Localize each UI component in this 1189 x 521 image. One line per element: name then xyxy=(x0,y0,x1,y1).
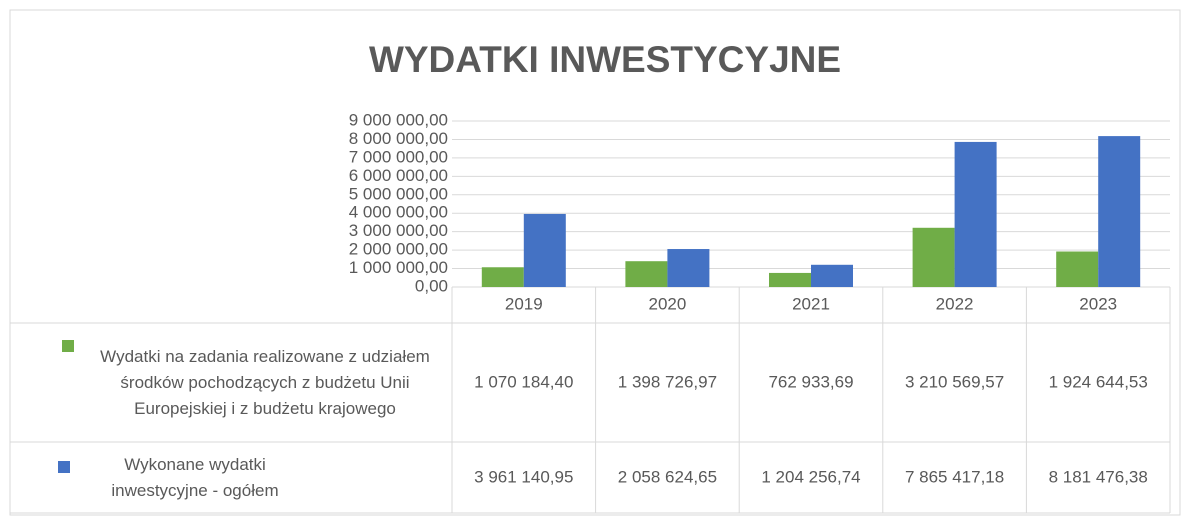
legend-swatch xyxy=(62,340,74,352)
bar xyxy=(625,261,668,287)
table-cell: 1 070 184,40 xyxy=(474,372,573,391)
y-tick-label: 0,00 xyxy=(415,276,448,295)
table-cell: 1 924 644,53 xyxy=(1049,372,1148,391)
table-cell: 2 058 624,65 xyxy=(618,467,717,486)
table-cell: 3 210 569,57 xyxy=(905,372,1004,391)
bar xyxy=(811,264,853,287)
legend-label: Wydatki na zadania realizowane z udziałe… xyxy=(100,346,430,418)
bar xyxy=(1098,136,1141,287)
table-cell: 7 865 417,18 xyxy=(905,467,1004,486)
table-cell: 8 181 476,38 xyxy=(1049,467,1148,486)
bar xyxy=(954,141,997,287)
y-tick-label: 4 000 000,00 xyxy=(349,203,448,222)
y-tick-label: 8 000 000,00 xyxy=(349,129,448,148)
legend-label: Wykonane wydatki inwestycyjne - ogółem xyxy=(111,454,279,500)
bar xyxy=(912,227,955,287)
bar xyxy=(481,267,524,287)
table-cell: 762 933,69 xyxy=(768,372,853,391)
bar xyxy=(1056,251,1099,287)
y-tick-label: 3 000 000,00 xyxy=(349,221,448,240)
y-tick-label: 9 000 000,00 xyxy=(349,110,448,129)
x-tick-label: 2022 xyxy=(936,294,974,313)
x-tick-label: 2021 xyxy=(792,294,830,313)
y-tick-label: 5 000 000,00 xyxy=(349,184,448,203)
table-cell: 1 204 256,74 xyxy=(761,467,860,486)
table-cell: 1 398 726,97 xyxy=(618,372,717,391)
bar xyxy=(523,213,566,287)
bar xyxy=(769,272,811,287)
bar xyxy=(667,249,710,287)
legend-entry: Wydatki na zadania realizowane z udziałe… xyxy=(100,346,430,418)
legend-entry: Wykonane wydatki inwestycyjne - ogółem xyxy=(111,454,279,500)
x-tick-label: 2020 xyxy=(648,294,686,313)
x-tick-label: 2023 xyxy=(1079,294,1117,313)
y-tick-label: 7 000 000,00 xyxy=(349,147,448,166)
chart-title: WYDATKI INWESTYCYJNE xyxy=(369,39,841,80)
legend-swatch xyxy=(58,461,70,473)
y-tick-label: 6 000 000,00 xyxy=(349,166,448,185)
y-tick-label: 2 000 000,00 xyxy=(349,240,448,259)
y-tick-label: 1 000 000,00 xyxy=(349,258,448,277)
table-cell: 3 961 140,95 xyxy=(474,467,573,486)
x-tick-label: 2019 xyxy=(505,294,543,313)
